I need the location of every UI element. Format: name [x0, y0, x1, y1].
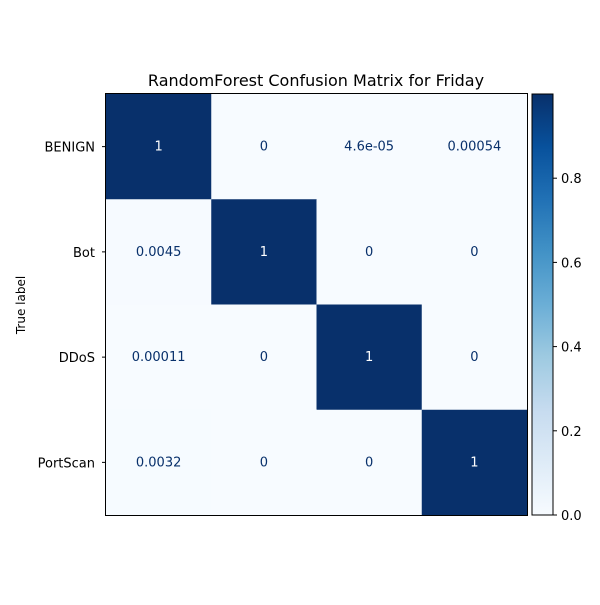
colorbar-tick-label: 0.4: [561, 341, 582, 356]
heatmap-cell: [316, 199, 423, 305]
colorbar-gradient: [531, 93, 554, 516]
cell-value-label: 0: [260, 140, 268, 155]
cell-value-label: 0: [365, 245, 373, 260]
row-tick-label: BENIGN: [45, 141, 96, 156]
heatmap-cell: [106, 94, 212, 200]
plot-frame: [105, 93, 528, 516]
heatmap-cell: [106, 409, 212, 516]
heatmap-cell: [316, 304, 423, 411]
heatmap-cell: [211, 94, 317, 200]
cell-value-label: 0.00011: [132, 350, 186, 365]
heatmap-cell: [106, 199, 212, 305]
cell-value-label: 4.6e-05: [344, 140, 394, 155]
colorbar-tick-label: 0.8: [561, 172, 582, 187]
colorbar: 0.0 0.2 0.4 0.6 0.8: [531, 93, 582, 524]
cell-value-label: 0.0032: [136, 455, 182, 470]
heatmap-cell: [211, 304, 317, 411]
heatmap-cell: [421, 199, 528, 305]
heatmap-cell: [316, 409, 423, 516]
heatmap-cells: [106, 94, 528, 516]
heatmap-cell: [421, 304, 528, 411]
cell-value-label: 1: [470, 455, 478, 470]
cell-value-label: 0: [470, 245, 478, 260]
cell-value-label: 0: [470, 350, 478, 365]
cell-value-label: 0.0045: [136, 245, 182, 260]
heatmap-cell-labels: 1 0 4.6e-05 0.00054 0.0045 1 0 0 0.00011 0 1 0 0.003…: [132, 140, 502, 471]
row-tick-label: DDoS: [59, 351, 95, 366]
row-tick-labels: BENIGN Bot DDoS PortScan: [38, 141, 106, 471]
heatmap-cell: [211, 409, 317, 516]
cell-value-label: 1: [260, 245, 268, 260]
row-tick-label: Bot: [73, 246, 95, 261]
cell-value-label: 1: [154, 140, 162, 155]
heatmap-cell: [421, 94, 528, 200]
heatmap-cell: [211, 199, 317, 305]
y-axis-label: True label: [14, 276, 28, 335]
row-tick-label: PortScan: [38, 456, 95, 471]
cell-value-label: 1: [365, 350, 373, 365]
heatmap-cell: [421, 409, 528, 516]
colorbar-tick-label: 0.6: [561, 256, 582, 271]
cell-value-label: 0.00054: [447, 140, 501, 155]
cell-value-label: 0: [365, 455, 373, 470]
colorbar-tick-label: 0.2: [561, 425, 582, 440]
heatmap-cell: [106, 304, 212, 411]
colorbar-tick-label: 0.0: [561, 509, 582, 524]
cell-value-label: 0: [260, 350, 268, 365]
chart-title: RandomForest Confusion Matrix for Friday: [148, 71, 484, 90]
heatmap-cell: [316, 94, 423, 200]
cell-value-label: 0: [260, 455, 268, 470]
